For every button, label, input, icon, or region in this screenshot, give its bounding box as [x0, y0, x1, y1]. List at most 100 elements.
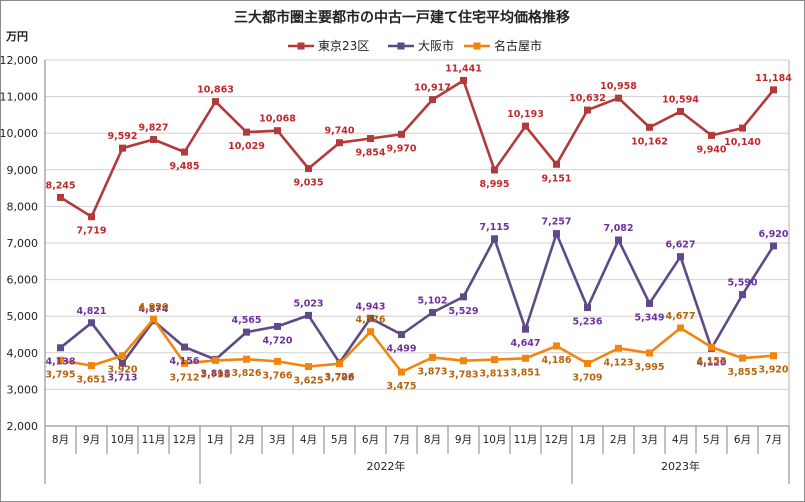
data-label: 4,943	[355, 301, 385, 312]
data-label: 3,713	[107, 372, 137, 383]
data-label: 4,152	[696, 356, 726, 367]
data-label: 3,475	[386, 381, 416, 392]
data-label: 9,740	[324, 126, 354, 137]
data-label: 4,565	[231, 315, 261, 326]
data-point	[336, 139, 343, 147]
gridlines	[45, 59, 789, 427]
data-point	[460, 293, 467, 301]
year-label: 2022年	[367, 459, 406, 473]
data-point	[739, 291, 746, 299]
data-point	[243, 128, 250, 136]
x-tick-label: 9月	[83, 434, 100, 446]
data-point	[491, 356, 498, 364]
data-point	[460, 357, 467, 365]
data-label: 9,035	[293, 178, 323, 189]
data-point	[398, 331, 405, 339]
data-point	[367, 135, 374, 143]
data-label: 8,995	[479, 179, 509, 190]
x-tick-label: 2月	[610, 434, 627, 446]
data-label: 4,499	[386, 344, 416, 355]
data-label: 9,970	[386, 143, 416, 154]
data-point	[305, 165, 312, 173]
data-point	[522, 122, 529, 130]
x-tick-label: 12月	[173, 434, 197, 446]
x-tick-label: 9月	[455, 434, 472, 446]
data-label: 10,632	[569, 93, 606, 104]
data-point	[429, 308, 436, 316]
data-point	[57, 356, 64, 364]
x-tick-label: 8月	[52, 434, 69, 446]
data-label: 3,795	[45, 369, 75, 380]
data-label: 7,257	[541, 217, 571, 228]
data-point	[615, 94, 622, 102]
x-tick-label: 3月	[269, 434, 286, 446]
x-tick-label: 7月	[765, 434, 782, 446]
x-tick-label: 11月	[142, 434, 166, 446]
data-label: 4,138	[45, 357, 75, 368]
x-tick-label: 12月	[545, 434, 569, 446]
y-tick-label: 11,000	[0, 91, 38, 104]
data-label: 4,920	[138, 302, 168, 313]
x-tick-label: 8月	[424, 434, 441, 446]
data-label: 10,594	[662, 94, 699, 105]
data-label: 5,590	[727, 278, 757, 289]
y-tick-label: 9,000	[7, 164, 39, 177]
x-tick-label: 11月	[514, 434, 538, 446]
y-tick-label: 6,000	[7, 274, 39, 287]
data-point	[88, 319, 95, 327]
data-point	[274, 127, 281, 135]
data-label: 5,236	[572, 317, 602, 328]
legend-label: 大阪市	[418, 38, 454, 53]
data-label: 4,821	[76, 306, 106, 317]
data-label: 9,827	[138, 123, 168, 134]
data-point	[491, 166, 498, 174]
data-point	[119, 359, 126, 367]
data-point	[522, 354, 529, 362]
data-label: 9,151	[541, 173, 571, 184]
x-tick-label: 6月	[734, 434, 751, 446]
data-point	[553, 230, 560, 238]
data-point	[212, 356, 219, 364]
data-point	[119, 352, 126, 360]
data-label: 8,245	[45, 180, 75, 191]
y-tick-label: 10,000	[0, 127, 38, 140]
x-tick-label: 5月	[331, 434, 348, 446]
data-label: 6,920	[758, 229, 788, 240]
data-label: 9,592	[107, 131, 137, 142]
data-label: 7,115	[479, 222, 509, 233]
data-point	[305, 363, 312, 371]
data-label: 5,023	[293, 298, 323, 309]
data-point	[367, 314, 374, 322]
data-point	[615, 236, 622, 244]
data-point	[429, 96, 436, 104]
chart-title: 三大都市圏主要都市の中古一戸建て住宅平均価格推移	[234, 9, 570, 26]
data-label: 3,766	[262, 370, 292, 381]
data-label: 10,029	[228, 141, 265, 152]
data-point	[553, 160, 560, 168]
data-point	[336, 360, 343, 368]
series-line	[59, 232, 775, 365]
x-tick-label: 4月	[300, 434, 317, 446]
x-tick-label: 10月	[111, 434, 135, 446]
data-label: 3,712	[169, 372, 199, 383]
y-tick-label: 3,000	[7, 383, 39, 396]
data-label: 11,441	[445, 63, 482, 74]
data-point	[181, 359, 188, 367]
data-point	[708, 131, 715, 139]
data-label: 3,818	[200, 368, 230, 379]
data-point	[770, 86, 777, 94]
data-label: 3,709	[572, 372, 602, 383]
data-point	[398, 368, 405, 376]
data-point	[739, 354, 746, 362]
data-point	[708, 343, 715, 351]
legend-label: 東京23区	[318, 39, 369, 53]
data-label: 3,851	[510, 367, 540, 378]
data-label: 3,726	[324, 372, 354, 383]
data-point	[181, 148, 188, 156]
data-point	[119, 144, 126, 152]
x-tick-label: 2月	[238, 434, 255, 446]
data-label: 3,792	[200, 369, 230, 380]
data-point	[522, 325, 529, 333]
data-point	[243, 355, 250, 363]
